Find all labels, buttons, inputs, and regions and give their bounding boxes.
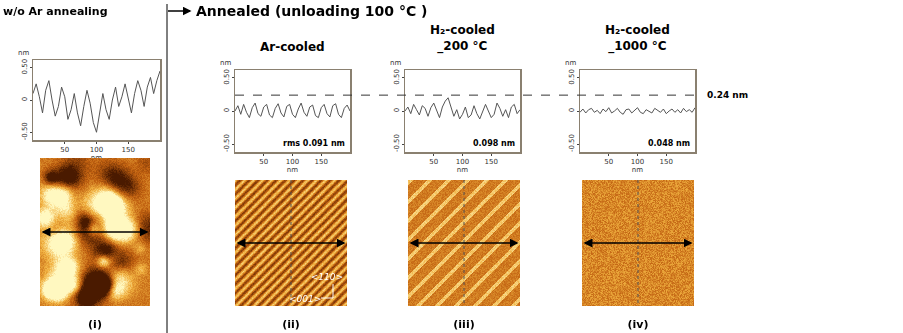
svg-text:nm: nm <box>287 166 298 174</box>
svg-text:(i): (i) <box>88 318 102 331</box>
svg-text:0: 0 <box>568 108 576 112</box>
svg-text:0.24 nm: 0.24 nm <box>707 90 748 100</box>
svg-text:nm: nm <box>390 59 401 67</box>
svg-text:0.50: 0.50 <box>568 69 576 85</box>
svg-text:100: 100 <box>90 146 103 154</box>
svg-text:(iii): (iii) <box>453 318 474 331</box>
svg-text:(iv): (iv) <box>628 318 649 331</box>
svg-text:0.098 nm: 0.098 nm <box>473 139 515 148</box>
svg-text:Annealed (unloading 100 °C ): Annealed (unloading 100 °C ) <box>196 3 427 19</box>
svg-text:Ar-cooled: Ar-cooled <box>260 40 325 54</box>
svg-text:150: 150 <box>485 158 498 166</box>
svg-text:0.50: 0.50 <box>393 69 401 85</box>
svg-text:w/o Ar annealing: w/o Ar annealing <box>3 5 108 18</box>
svg-text:-0.50: -0.50 <box>21 122 29 140</box>
svg-text:H₂-cooled_200 °C: H₂-cooled_200 °C <box>430 23 495 54</box>
svg-text:<001>: <001> <box>289 294 321 304</box>
svg-text:100: 100 <box>456 158 469 166</box>
svg-text:50: 50 <box>604 158 613 166</box>
svg-text:rms 0.091 nm: rms 0.091 nm <box>283 139 345 148</box>
svg-text:nm: nm <box>220 59 231 67</box>
svg-text:150: 150 <box>315 158 328 166</box>
svg-text:H₂-cooled_1000 °C: H₂-cooled_1000 °C <box>605 23 670 54</box>
svg-text:0.50: 0.50 <box>21 59 29 75</box>
svg-text:0: 0 <box>21 97 29 101</box>
svg-text:50: 50 <box>259 158 268 166</box>
svg-text:100: 100 <box>631 158 644 166</box>
svg-text:nm: nm <box>18 49 29 57</box>
svg-text:-0.50: -0.50 <box>393 134 401 152</box>
svg-text:150: 150 <box>122 146 135 154</box>
svg-text:nm: nm <box>457 166 468 174</box>
svg-text:0: 0 <box>223 108 231 112</box>
svg-text:50: 50 <box>60 146 69 154</box>
svg-text:nm: nm <box>632 166 643 174</box>
svg-text:0.50: 0.50 <box>223 69 231 85</box>
svg-text:0.048 nm: 0.048 nm <box>648 139 690 148</box>
svg-text:100: 100 <box>286 158 299 166</box>
svg-text:150: 150 <box>660 158 673 166</box>
svg-text:-0.50: -0.50 <box>223 134 231 152</box>
svg-text:nm: nm <box>565 59 576 67</box>
svg-text:50: 50 <box>429 158 438 166</box>
svg-text:<110>: <110> <box>311 272 343 282</box>
svg-text:-0.50: -0.50 <box>568 134 576 152</box>
svg-text:0: 0 <box>393 108 401 112</box>
svg-text:(ii): (ii) <box>282 318 300 331</box>
